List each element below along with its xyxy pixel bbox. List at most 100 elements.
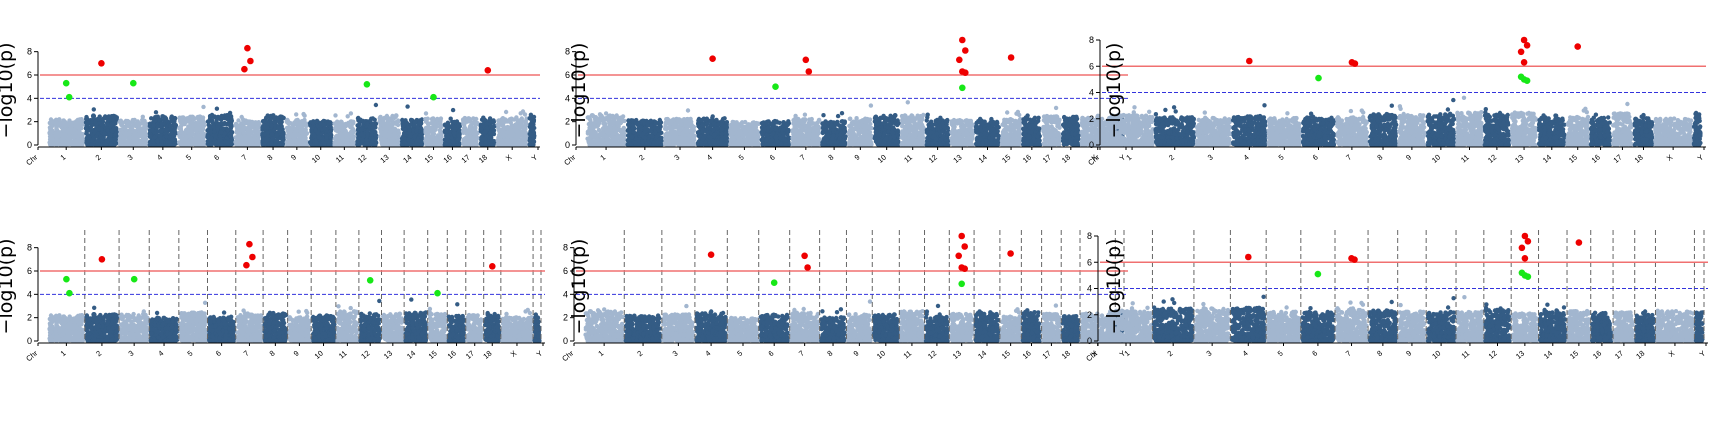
snp-point — [468, 124, 472, 128]
snp-point — [445, 137, 449, 141]
snp-point — [168, 126, 172, 130]
snp-point — [102, 136, 106, 140]
snp-point — [396, 139, 400, 143]
snp-point — [102, 132, 106, 136]
snp-point — [150, 139, 154, 143]
snp-point — [606, 130, 610, 134]
significant-snp-point — [98, 60, 105, 67]
snp-point — [452, 131, 456, 135]
snp-points — [47, 103, 536, 147]
snp-point — [68, 121, 72, 125]
snp-point — [103, 142, 107, 146]
snp-point — [87, 120, 91, 124]
snp-point — [248, 138, 252, 142]
snp-point — [199, 122, 203, 126]
snp-point — [423, 117, 427, 121]
snp-point — [219, 130, 223, 134]
snp-point — [198, 142, 202, 146]
snp-point — [388, 125, 392, 129]
snp-point — [424, 111, 428, 115]
snp-point — [510, 123, 514, 127]
snp-point — [196, 127, 200, 131]
snp-point — [285, 120, 289, 124]
snp-point — [152, 123, 156, 127]
snp-point — [151, 128, 155, 132]
snp-point — [95, 143, 99, 147]
snp-point — [240, 115, 244, 119]
snp-point — [92, 107, 96, 111]
snp-point — [322, 123, 326, 127]
snp-point — [413, 120, 417, 124]
snp-point — [154, 110, 158, 114]
snp-point — [616, 143, 620, 147]
snp-point — [402, 140, 406, 144]
x-tick-label: 12 — [356, 153, 368, 165]
x-tick-label: 3 — [126, 153, 135, 163]
snp-point — [122, 126, 126, 130]
snp-point — [233, 135, 237, 139]
snp-point — [237, 135, 241, 139]
snp-point — [659, 120, 663, 124]
snp-point — [315, 119, 319, 123]
snp-point — [388, 141, 392, 145]
snp-point — [212, 140, 216, 144]
snp-point — [615, 121, 619, 125]
snp-point — [164, 118, 168, 122]
snp-point — [444, 124, 448, 128]
snp-point — [530, 127, 534, 131]
snp-point — [619, 120, 623, 124]
snp-point — [483, 141, 487, 145]
snp-point — [217, 122, 221, 126]
snp-point — [433, 142, 437, 146]
snp-point — [180, 136, 184, 140]
snp-point — [190, 129, 194, 133]
snp-point — [420, 143, 424, 147]
snp-point — [219, 141, 223, 145]
snp-point — [261, 119, 265, 123]
snp-point — [439, 125, 443, 129]
snp-point — [343, 122, 347, 126]
snp-point — [234, 143, 238, 147]
snp-point — [356, 141, 360, 145]
snp-point — [77, 117, 81, 121]
snp-point — [308, 140, 312, 144]
snp-point — [472, 136, 476, 140]
snp-point — [110, 129, 114, 133]
snp-point — [409, 118, 413, 122]
snp-point — [609, 139, 613, 143]
snp-point — [471, 121, 475, 125]
snp-point — [131, 118, 135, 122]
y-tick-label: 0 — [27, 140, 32, 150]
suggestive-snp-point — [130, 80, 137, 87]
snp-point — [383, 125, 387, 129]
snp-point — [92, 136, 96, 140]
y-tick-label: 2 — [27, 117, 32, 127]
snp-point — [173, 123, 177, 127]
snp-point — [48, 134, 52, 138]
snp-point — [93, 130, 97, 134]
snp-point — [523, 132, 527, 136]
snp-point — [190, 116, 194, 120]
x-tick-label: 6 — [212, 153, 221, 163]
snp-point — [480, 137, 484, 141]
snp-point — [291, 123, 295, 127]
snp-point — [185, 140, 189, 144]
snp-point — [50, 128, 54, 132]
snp-point — [601, 116, 605, 120]
snp-point — [265, 130, 269, 134]
snp-point — [394, 113, 398, 117]
snp-point — [407, 128, 411, 132]
snp-point — [109, 114, 113, 118]
snp-point — [192, 123, 196, 127]
snp-point — [365, 141, 369, 145]
snp-point — [444, 129, 448, 133]
snp-point — [199, 138, 203, 142]
snp-point — [148, 135, 152, 139]
snp-point — [600, 137, 604, 141]
snp-point — [312, 134, 316, 138]
snp-point — [142, 124, 146, 128]
significant-snp-point — [485, 67, 492, 74]
snp-point — [356, 116, 360, 120]
snp-point — [208, 130, 212, 134]
